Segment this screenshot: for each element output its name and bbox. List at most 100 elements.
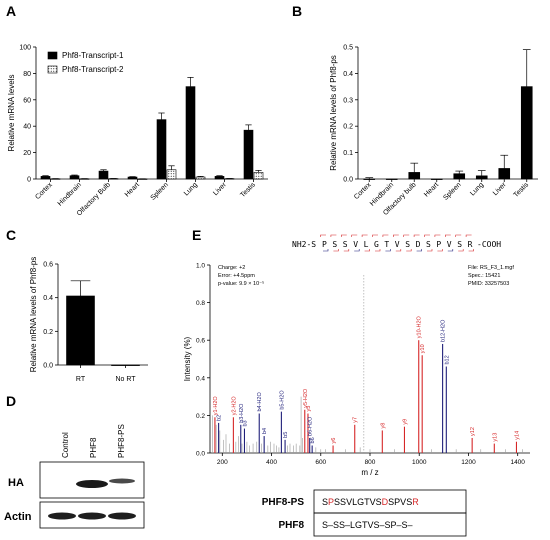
bracket-b xyxy=(385,249,391,252)
peak-label-b3: b3 xyxy=(242,420,248,426)
y-tick-label: 0.8 xyxy=(196,300,205,307)
info-right: Spec.: 15421 xyxy=(468,273,500,279)
bracket-b xyxy=(437,249,443,252)
y-tick-label: 0.4 xyxy=(343,71,353,78)
bracket-y xyxy=(445,234,451,237)
peptide-residue: P xyxy=(436,240,441,249)
alignment-name-phf8-ps: PHF8-PS xyxy=(262,497,305,508)
bar xyxy=(363,178,376,180)
lane-label-phf8: PHF8 xyxy=(89,437,98,458)
western-blot: Control PHF8 PHF8-PS HA Actin xyxy=(4,424,145,529)
x-tick-label: Spleen xyxy=(150,181,170,201)
row-label-ha: HA xyxy=(8,477,24,489)
legend-label: Phf8-Transcript-1 xyxy=(62,51,124,60)
peptide-residue: V xyxy=(395,240,400,249)
bar xyxy=(66,295,95,366)
band-actin-phf8 xyxy=(78,512,106,520)
peak-label-b4-H2O: b4-H2O xyxy=(257,392,263,412)
peptide-residue: L xyxy=(364,240,369,249)
x-tick-label: 800 xyxy=(365,459,376,466)
peptide-residue: G xyxy=(374,240,379,249)
y-tick-label: 0.2 xyxy=(43,329,53,336)
bracket-y xyxy=(403,234,410,237)
bracket-y xyxy=(413,234,420,237)
bar xyxy=(156,119,167,180)
bar xyxy=(195,176,206,180)
x-tick-label: 400 xyxy=(266,459,277,466)
panel-letter-a: A xyxy=(6,3,16,19)
peak-label-b3-H2O: b3-H2O xyxy=(239,403,245,423)
alignment-residue: P xyxy=(328,497,334,507)
info-right: File: RS_F3_1.mgf xyxy=(468,265,514,271)
alignment-residue: S xyxy=(334,497,340,507)
x-tick-label: Lung xyxy=(183,181,199,197)
y-tick-label: 0.3 xyxy=(343,97,353,104)
band-actin-phf8-ps xyxy=(108,512,136,520)
bracket-y xyxy=(351,234,358,237)
y-tick-label: 100 xyxy=(19,45,31,52)
info-left: Charge: +2 xyxy=(218,265,245,271)
alignment-residue: R xyxy=(412,497,419,507)
legend-label: Phf8-Transcript-2 xyxy=(62,65,124,74)
y-tick-label: 1.0 xyxy=(196,263,205,270)
bracket-b xyxy=(375,249,381,252)
alignment-residue: S xyxy=(376,497,382,507)
bracket-b xyxy=(323,249,329,252)
x-tick-label: RT xyxy=(76,376,86,383)
legend-swatch xyxy=(47,51,58,60)
info-left: p-value: 9.9 × 10⁻⁵ xyxy=(218,280,264,287)
info-left: Error: +4.5ppm xyxy=(218,273,255,279)
alignment-residue: T xyxy=(364,497,370,507)
alignment-residue: G xyxy=(357,497,364,507)
x-tick-label: Spleen xyxy=(442,181,462,201)
y-tick-label: 0.4 xyxy=(43,295,53,302)
bracket-y xyxy=(434,234,441,237)
bracket-y xyxy=(361,234,368,237)
lane-label-phf8-ps: PHF8-PS xyxy=(117,424,126,458)
alignment-residue: V xyxy=(400,497,406,507)
x-tick-label: Heart xyxy=(423,181,440,198)
peptide-residue: S xyxy=(457,240,462,249)
bracket-b xyxy=(447,249,454,252)
panel-letter-d: D xyxy=(6,393,16,409)
alignment-residue: V xyxy=(346,497,352,507)
x-tick-label: 200 xyxy=(217,459,228,466)
peak-label-y9: y9 xyxy=(402,419,408,425)
x-tick-label: Lung xyxy=(469,181,485,197)
bracket-b xyxy=(395,249,402,252)
x-tick-label: Cortex xyxy=(353,181,373,201)
bar xyxy=(408,172,421,180)
x-tick-label: 1000 xyxy=(412,459,427,466)
bar xyxy=(98,170,109,180)
peptide-residue: P xyxy=(322,240,327,249)
info-right: PMID: 33257503 xyxy=(468,281,509,287)
bracket-y xyxy=(341,234,347,237)
lane-label-control: Control xyxy=(61,432,70,458)
peptide-residue: S xyxy=(332,240,337,249)
peak-label-y10: y10 xyxy=(420,344,426,353)
x-tick-label: Testis xyxy=(239,181,257,199)
bracket-b xyxy=(354,249,360,252)
y-tick-label: 0.5 xyxy=(343,45,353,52)
peak-label-b6-H2O: b6-H2O xyxy=(308,416,314,436)
bar xyxy=(475,175,488,180)
peak-label-y6: y6 xyxy=(331,438,337,444)
peak-label-b5-H2O: b5-H2O xyxy=(279,390,285,410)
peptide-residue: R xyxy=(468,240,473,249)
bar xyxy=(430,178,443,180)
y-tick-label: 0.0 xyxy=(43,363,53,370)
y-tick-label: 40 xyxy=(23,124,31,131)
alignment-residue: P xyxy=(394,497,400,507)
y-axis-label: Relative mRNA levels xyxy=(7,75,16,152)
y-tick-label: 0.6 xyxy=(43,262,53,269)
alignment-name-phf8: PHF8 xyxy=(278,520,304,531)
alignment-box-phf8 xyxy=(313,512,467,537)
x-tick-label: Testis xyxy=(513,181,531,199)
x-tick-label: Heart xyxy=(124,181,141,198)
legend-swatch xyxy=(47,65,58,74)
band-ha-phf8 xyxy=(76,480,108,488)
x-tick-label: 1400 xyxy=(510,459,525,466)
row-label-actin: Actin xyxy=(4,511,32,523)
peak-label-y13: y13 xyxy=(492,433,498,442)
alignment-seq-phf8: S–SS–LGTVS–SP–S– xyxy=(322,520,413,530)
